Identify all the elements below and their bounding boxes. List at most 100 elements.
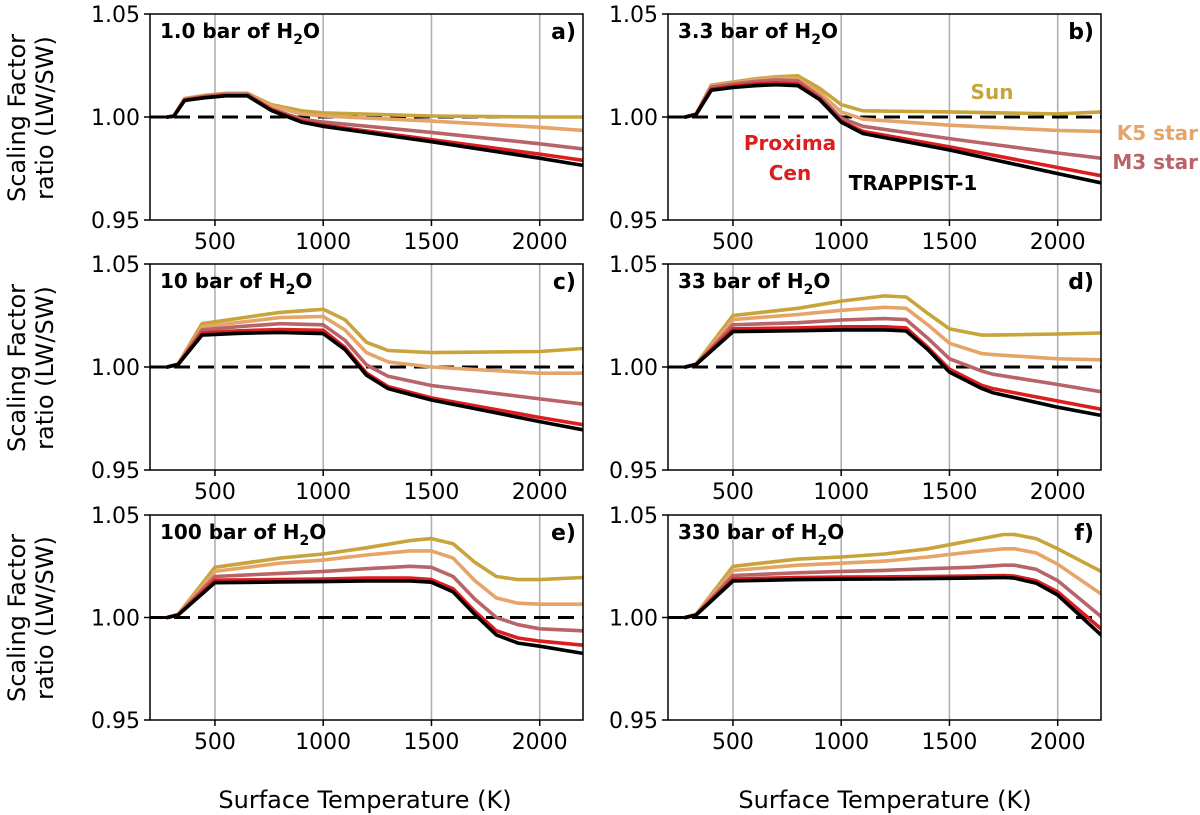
series-line-trappist-1 bbox=[165, 579, 583, 656]
series-line-m3-star bbox=[165, 321, 583, 406]
xlabel-right: Surface Temperature (K) bbox=[738, 786, 1031, 814]
ylabel-row-3: Scaling Factor ratio (LW/SW) bbox=[3, 534, 59, 702]
ylabel-row-2: Scaling Factor ratio (LW/SW) bbox=[3, 284, 59, 452]
ylabel-line1: Scaling Factor bbox=[3, 34, 31, 202]
series-line-proxima-cen bbox=[165, 576, 583, 648]
series-group bbox=[165, 91, 583, 168]
series-line-m3-star bbox=[683, 563, 1101, 620]
panel-letter: b) bbox=[1068, 20, 1094, 45]
panel-f: 500 1000 1500 2000 0.95 1.00 1.05 330 bar of H2… bbox=[609, 504, 1102, 755]
x-tick-label: 1500 bbox=[921, 230, 977, 255]
y-tick-label: 1.00 bbox=[91, 356, 140, 381]
series-line-trappist-1 bbox=[165, 94, 583, 168]
y-tick-label: 1.00 bbox=[609, 106, 658, 131]
x-tick-label: 1000 bbox=[295, 480, 351, 505]
x-tick-label: 1500 bbox=[403, 730, 459, 755]
y-tick-label: 1.05 bbox=[91, 504, 140, 529]
panel-title: 330 bar of H2O bbox=[678, 520, 844, 549]
series-group bbox=[165, 536, 583, 656]
x-tick-label: 1000 bbox=[813, 230, 869, 255]
y-tick-label: 0.95 bbox=[91, 709, 140, 734]
x-tick-label: 500 bbox=[712, 480, 754, 505]
series-line-sun bbox=[165, 536, 583, 620]
series-label-trappist-1: TRAPPIST-1 bbox=[849, 171, 978, 195]
series-group bbox=[165, 307, 583, 432]
xlabel-left: Surface Temperature (K) bbox=[218, 786, 511, 814]
panel-e: 500 1000 1500 2000 0.95 1.00 1.05 100 bar of H2… bbox=[91, 504, 584, 755]
panel-letter: c) bbox=[553, 270, 576, 295]
panel-letter: f) bbox=[1074, 521, 1094, 546]
y-tick-label: 1.05 bbox=[91, 253, 140, 278]
series-group bbox=[683, 74, 1101, 185]
ylabel-line2: ratio (LW/SW) bbox=[31, 36, 59, 200]
x-tick-label: 2000 bbox=[1030, 480, 1086, 505]
x-tick-label: 500 bbox=[194, 230, 236, 255]
panel-letter: a) bbox=[551, 20, 576, 45]
series-line-trappist-1 bbox=[683, 82, 1101, 185]
x-tick-label: 2000 bbox=[512, 230, 568, 255]
y-tick-label: 1.00 bbox=[609, 356, 658, 381]
x-tick-label: 2000 bbox=[512, 730, 568, 755]
ylabel-line2: ratio (LW/SW) bbox=[31, 536, 59, 700]
series-group bbox=[683, 532, 1101, 637]
panel-title: 10 bar of H2O bbox=[160, 269, 312, 298]
x-tick-label: 1500 bbox=[403, 230, 459, 255]
series-label-m3-star: M3 star bbox=[1112, 150, 1198, 174]
y-tick-label: 1.05 bbox=[609, 253, 658, 278]
x-tick-label: 2000 bbox=[1030, 230, 1086, 255]
y-tick-label: 0.95 bbox=[609, 459, 658, 484]
panel-title: 1.0 bar of H2O bbox=[160, 19, 320, 48]
series-line-sun bbox=[683, 532, 1101, 620]
ylabel-line1: Scaling Factor bbox=[3, 284, 31, 452]
series-label-sun: Sun bbox=[971, 80, 1014, 104]
y-tick-label: 1.05 bbox=[609, 504, 658, 529]
series-line-k5-star bbox=[683, 305, 1101, 369]
panel-letter: d) bbox=[1068, 270, 1094, 295]
x-tick-label: 1500 bbox=[921, 480, 977, 505]
series-line-trappist-1 bbox=[683, 575, 1101, 637]
series-label-proxima-cen: Proxima Cen bbox=[744, 131, 836, 185]
series-group bbox=[683, 294, 1101, 418]
series-line-m3-star bbox=[165, 564, 583, 633]
x-tick-label: 1500 bbox=[921, 730, 977, 755]
y-tick-label: 0.95 bbox=[609, 209, 658, 234]
series-line-k5-star bbox=[165, 92, 583, 133]
x-tick-label: 1000 bbox=[813, 480, 869, 505]
y-tick-label: 0.95 bbox=[91, 209, 140, 234]
x-tick-label: 1500 bbox=[403, 480, 459, 505]
ylabel-row-1: Scaling Factor ratio (LW/SW) bbox=[3, 34, 59, 202]
x-tick-label: 1000 bbox=[295, 730, 351, 755]
x-tick-label: 500 bbox=[194, 730, 236, 755]
series-line-sun bbox=[165, 307, 583, 369]
panel-a: 500 1000 1500 2000 0.95 1.00 1.05 1.0 bar of H2… bbox=[91, 3, 584, 255]
x-tick-label: 2000 bbox=[512, 480, 568, 505]
x-tick-label: 1000 bbox=[295, 230, 351, 255]
ylabel-line2: ratio (LW/SW) bbox=[31, 286, 59, 450]
y-tick-label: 0.95 bbox=[91, 459, 140, 484]
series-line-proxima-cen bbox=[683, 324, 1101, 412]
x-tick-label: 1000 bbox=[813, 730, 869, 755]
series-line-trappist-1 bbox=[683, 328, 1101, 418]
y-tick-label: 1.05 bbox=[91, 3, 140, 28]
y-tick-label: 0.95 bbox=[609, 709, 658, 734]
panel-title: 33 bar of H2O bbox=[678, 269, 830, 298]
x-tick-label: 500 bbox=[712, 230, 754, 255]
series-line-proxima-cen bbox=[683, 573, 1101, 631]
series-line-m3-star bbox=[683, 78, 1101, 160]
x-tick-label: 500 bbox=[194, 480, 236, 505]
x-tick-label: 2000 bbox=[1030, 730, 1086, 755]
series-line-k5-star bbox=[683, 546, 1101, 620]
series-line-sun bbox=[683, 294, 1101, 369]
panels: 500 1000 1500 2000 0.95 1.00 1.05 1.0 bar of H2… bbox=[91, 3, 1198, 755]
panel-d: 500 1000 1500 2000 0.95 1.00 1.05 33 bar of H2O… bbox=[609, 253, 1102, 505]
y-tick-label: 1.00 bbox=[91, 607, 140, 632]
ylabel-line1: Scaling Factor bbox=[3, 534, 31, 702]
panel-title: 3.3 bar of H2O bbox=[678, 19, 838, 48]
series-line-k5-star bbox=[165, 549, 583, 620]
y-tick-label: 1.05 bbox=[609, 3, 658, 28]
series-label-k5-star: K5 star bbox=[1117, 121, 1198, 145]
x-tick-label: 500 bbox=[712, 730, 754, 755]
series-line-m3-star bbox=[165, 92, 583, 151]
y-tick-label: 1.00 bbox=[609, 607, 658, 632]
